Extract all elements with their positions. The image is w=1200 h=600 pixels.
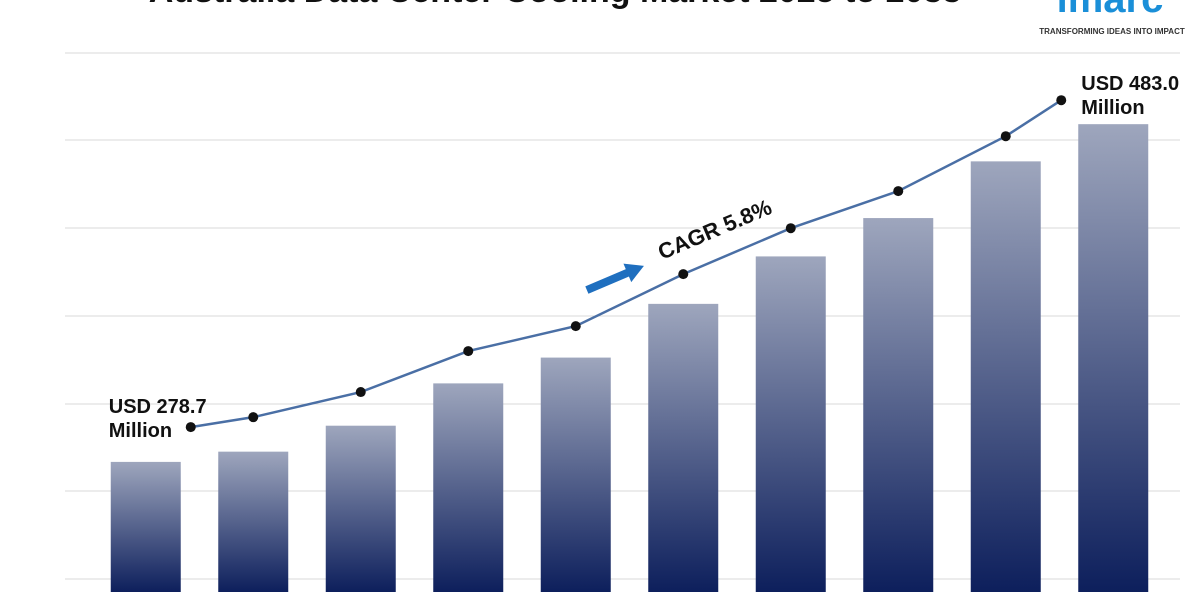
arrow-head [623, 263, 644, 283]
line-layer [185, 95, 1067, 433]
trend-line [190, 99, 1062, 429]
bar [218, 451, 289, 592]
value-label: USD 483.0 Million [1081, 73, 1180, 120]
point [678, 269, 689, 280]
point [785, 223, 796, 234]
logo-tagline: TRANSFORMING IDEAS INTO IMPACT [1039, 27, 1185, 36]
bars [110, 124, 1149, 593]
cagr-label: CAGR 5.8% [654, 194, 775, 264]
bar [755, 256, 826, 592]
point [185, 422, 196, 433]
bar [970, 161, 1041, 592]
bar [540, 357, 611, 592]
cagr-arrow [585, 263, 644, 294]
logo: imarc [1057, 0, 1164, 21]
point [1000, 131, 1011, 142]
point [248, 412, 259, 423]
point [570, 321, 581, 332]
point [463, 346, 474, 357]
bar [433, 383, 504, 592]
point [1056, 95, 1067, 106]
bar [110, 461, 181, 592]
chart-title: Australia Data Center Cooling Market 202… [149, 0, 962, 10]
point [355, 387, 366, 398]
arrow-shaft [585, 268, 631, 294]
point [893, 186, 904, 197]
bar [1078, 124, 1149, 593]
bar [863, 218, 934, 593]
value-label: USD 278.7 Million [108, 396, 207, 443]
bar [648, 303, 719, 592]
bar [325, 425, 396, 592]
